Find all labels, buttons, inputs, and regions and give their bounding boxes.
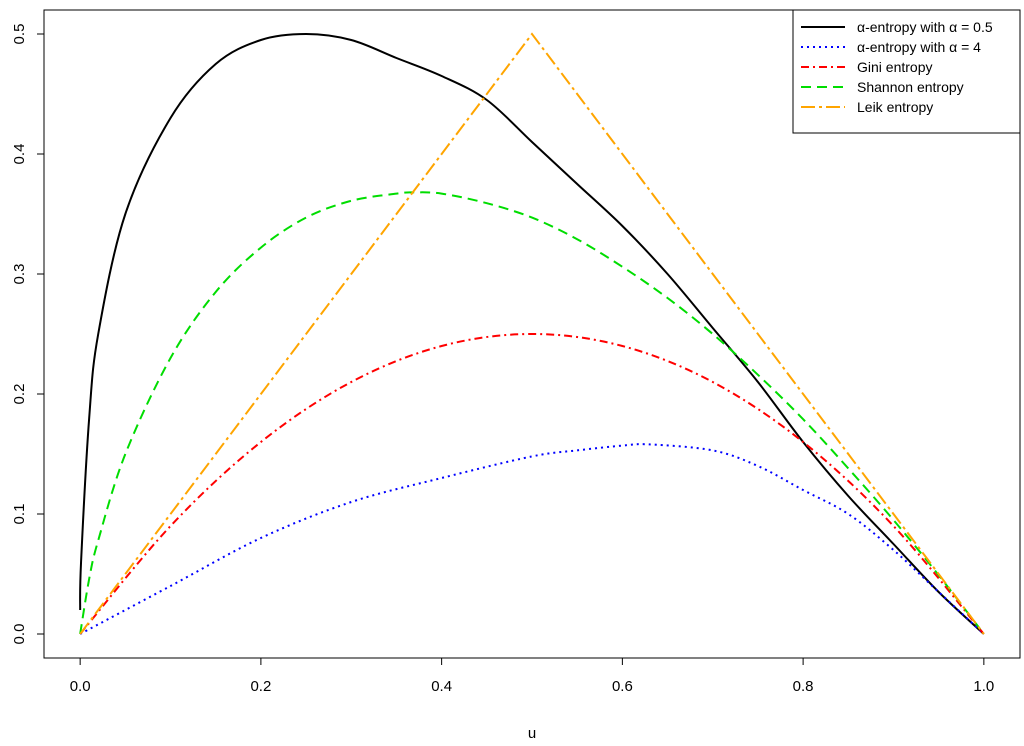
legend-label-4: Leik entropy xyxy=(857,99,933,115)
x-axis-title: u xyxy=(528,725,536,742)
x-axis: 0.0 0.2 0.4 0.6 0.8 1.0 xyxy=(70,657,994,695)
series-line-1 xyxy=(79,443,985,635)
legend-label-0: α-entropy with α = 0.5 xyxy=(857,19,993,35)
y-axis: 0.0 0.1 0.2 0.3 0.4 0.5 xyxy=(11,24,45,645)
y-tick-label: 0.2 xyxy=(11,384,28,405)
legend-box xyxy=(792,9,1021,134)
y-tick-label: 0.3 xyxy=(11,264,28,285)
y-tick-label: 0.5 xyxy=(11,24,28,45)
series-line-4 xyxy=(79,32,985,635)
series-line-2 xyxy=(79,332,985,635)
series-layer xyxy=(79,32,985,635)
y-tick-label: 0.0 xyxy=(11,624,28,645)
x-tick-label: 0.8 xyxy=(793,678,814,695)
legend-label-3: Shannon entropy xyxy=(857,79,964,95)
x-tick-label: 0.4 xyxy=(431,678,452,695)
y-tick-label: 0.1 xyxy=(11,504,28,525)
y-tick-label: 0.4 xyxy=(11,144,28,165)
legend: α-entropy with α = 0.5 α-entropy with α =… xyxy=(792,9,1021,134)
x-tick-label: 0.6 xyxy=(612,678,633,695)
x-tick-label: 1.0 xyxy=(973,678,994,695)
legend-label-1: α-entropy with α = 4 xyxy=(857,39,981,55)
legend-label-2: Gini entropy xyxy=(857,59,932,75)
x-tick-label: 0.0 xyxy=(70,678,91,695)
series-line-3 xyxy=(79,191,985,635)
x-tick-label: 0.2 xyxy=(250,678,271,695)
